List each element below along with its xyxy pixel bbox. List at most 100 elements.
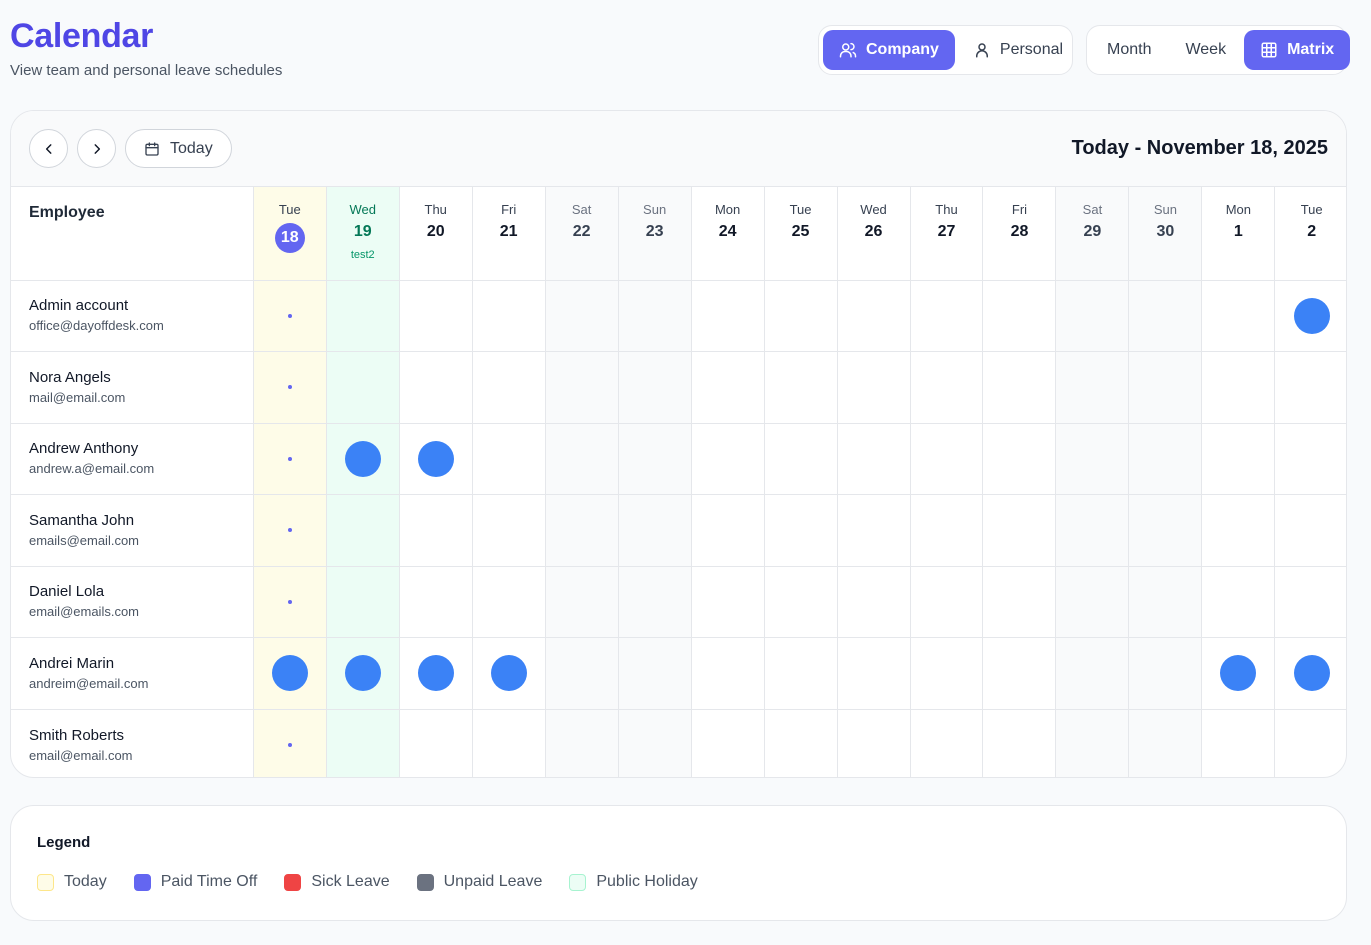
leave-marker[interactable] (1220, 655, 1257, 692)
day-cell[interactable] (1128, 709, 1203, 777)
leave-marker[interactable] (1293, 655, 1330, 692)
day-cell[interactable] (764, 709, 838, 777)
day-cell[interactable] (1055, 280, 1130, 352)
day-cell[interactable] (1128, 423, 1203, 495)
day-cell[interactable] (253, 637, 327, 710)
day-cell[interactable] (618, 351, 692, 424)
day-cell[interactable] (691, 637, 765, 710)
day-cell[interactable] (253, 423, 327, 495)
day-cell[interactable] (1274, 637, 1346, 710)
day-cell[interactable] (472, 423, 546, 495)
day-cell[interactable] (1274, 566, 1346, 638)
day-cell[interactable] (326, 566, 400, 638)
month-view-button[interactable]: Month (1107, 41, 1152, 58)
day-cell[interactable] (910, 637, 984, 710)
day-cell[interactable] (982, 709, 1057, 777)
day-cell[interactable] (545, 351, 619, 424)
day-cell[interactable] (764, 494, 838, 567)
day-cell[interactable] (910, 709, 984, 777)
day-cell[interactable] (982, 566, 1057, 638)
matrix-view-button[interactable]: Matrix (1244, 30, 1351, 70)
day-cell[interactable] (1201, 280, 1276, 352)
personal-button[interactable]: Personal (957, 30, 1079, 70)
day-cell[interactable] (764, 423, 838, 495)
leave-marker[interactable] (344, 440, 381, 477)
day-cell[interactable] (1274, 494, 1346, 567)
day-cell[interactable] (1055, 637, 1130, 710)
day-cell[interactable] (472, 709, 546, 777)
day-cell[interactable] (837, 566, 911, 638)
day-cell[interactable] (545, 423, 619, 495)
day-cell[interactable] (326, 637, 400, 710)
day-cell[interactable] (326, 280, 400, 352)
day-cell[interactable] (253, 566, 327, 638)
day-cell[interactable] (545, 709, 619, 777)
leave-marker[interactable] (490, 655, 527, 692)
day-cell[interactable] (691, 709, 765, 777)
day-cell[interactable] (910, 351, 984, 424)
day-cell[interactable] (1055, 494, 1130, 567)
day-cell[interactable] (1201, 566, 1276, 638)
day-cell[interactable] (764, 351, 838, 424)
day-cell[interactable] (910, 280, 984, 352)
day-cell[interactable] (1274, 280, 1346, 352)
day-cell[interactable] (472, 280, 546, 352)
day-cell[interactable] (1201, 494, 1276, 567)
day-cell[interactable] (618, 280, 692, 352)
day-cell[interactable] (399, 566, 473, 638)
day-cell[interactable] (837, 637, 911, 710)
day-cell[interactable] (691, 566, 765, 638)
day-cell[interactable] (691, 423, 765, 495)
day-cell[interactable] (1128, 637, 1203, 710)
day-cell[interactable] (618, 423, 692, 495)
day-cell[interactable] (472, 637, 546, 710)
day-cell[interactable] (253, 494, 327, 567)
day-cell[interactable] (982, 494, 1057, 567)
day-cell[interactable] (253, 709, 327, 777)
today-button[interactable]: Today (125, 129, 232, 168)
day-cell[interactable] (1201, 423, 1276, 495)
day-cell[interactable] (618, 709, 692, 777)
day-cell[interactable] (618, 494, 692, 567)
day-cell[interactable] (764, 566, 838, 638)
day-cell[interactable] (982, 351, 1057, 424)
day-cell[interactable] (1128, 566, 1203, 638)
day-cell[interactable] (472, 566, 546, 638)
leave-marker[interactable] (271, 655, 308, 692)
day-cell[interactable] (1128, 351, 1203, 424)
day-cell[interactable] (1274, 351, 1346, 424)
day-cell[interactable] (910, 494, 984, 567)
day-cell[interactable] (545, 494, 619, 567)
day-cell[interactable] (691, 280, 765, 352)
previous-button[interactable] (29, 129, 68, 168)
day-cell[interactable] (1055, 423, 1130, 495)
day-cell[interactable] (545, 566, 619, 638)
day-cell[interactable] (253, 351, 327, 424)
day-cell[interactable] (910, 423, 984, 495)
day-cell[interactable] (837, 351, 911, 424)
day-cell[interactable] (326, 494, 400, 567)
day-cell[interactable] (691, 351, 765, 424)
day-cell[interactable] (1274, 423, 1346, 495)
week-view-button[interactable]: Week (1185, 41, 1227, 58)
leave-marker[interactable] (417, 655, 454, 692)
day-cell[interactable] (691, 494, 765, 567)
day-cell[interactable] (399, 709, 473, 777)
day-cell[interactable] (837, 280, 911, 352)
day-cell[interactable] (1055, 709, 1130, 777)
day-cell[interactable] (326, 709, 400, 777)
day-cell[interactable] (1275, 709, 1346, 777)
day-cell[interactable] (910, 566, 984, 638)
day-cell[interactable] (1128, 494, 1203, 567)
day-cell[interactable] (618, 637, 692, 710)
day-cell[interactable] (1055, 566, 1130, 638)
leave-marker[interactable] (344, 655, 381, 692)
day-cell[interactable] (326, 423, 400, 495)
leave-marker[interactable] (1293, 297, 1330, 334)
day-cell[interactable] (982, 637, 1057, 710)
day-cell[interactable] (399, 423, 473, 495)
day-cell[interactable] (399, 637, 473, 710)
day-cell[interactable] (1055, 351, 1130, 424)
day-cell[interactable] (399, 351, 473, 424)
day-cell[interactable] (618, 566, 692, 638)
